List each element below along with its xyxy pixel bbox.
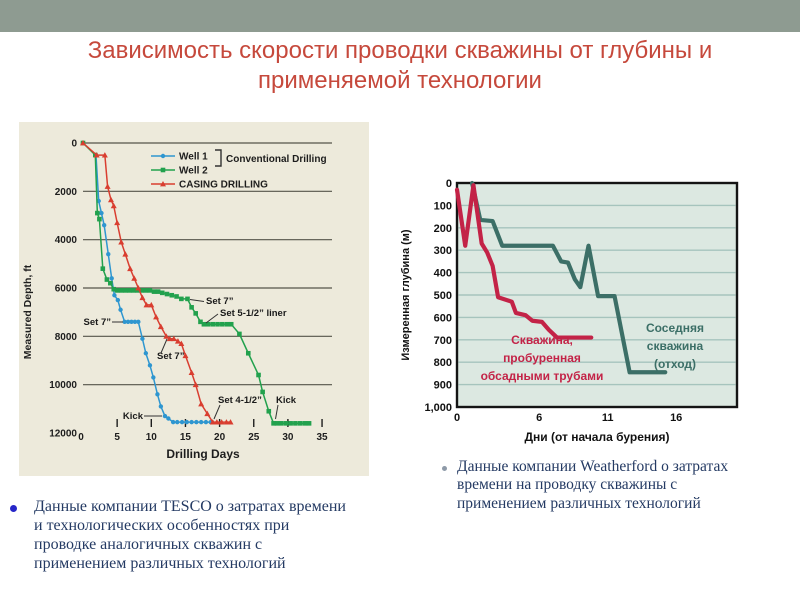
svg-text:Set 7”: Set 7” <box>206 296 234 307</box>
svg-text:0: 0 <box>454 412 460 424</box>
svg-text:Well 1: Well 1 <box>179 152 208 163</box>
svg-text:30: 30 <box>282 432 294 443</box>
svg-text:10: 10 <box>146 432 158 443</box>
svg-text:Measured Depth, ft: Measured Depth, ft <box>22 264 34 359</box>
svg-text:Kick: Kick <box>276 395 297 406</box>
svg-text:Измеренная глубина (м): Измеренная глубина (м) <box>400 229 412 361</box>
weatherford-chart-svg: 0 100 200 300 400 500 600 700 800 900 1,000 Измерен… <box>400 178 739 444</box>
svg-text:16: 16 <box>670 412 682 424</box>
svg-text:25: 25 <box>248 432 260 443</box>
svg-text:300: 300 <box>434 245 452 257</box>
svg-text:Conventional Drilling: Conventional Drilling <box>226 154 327 165</box>
svg-text:Set 5-1/2” liner: Set 5-1/2” liner <box>220 308 287 319</box>
bullet-weatherford: Данные компании Weatherford о затратах в… <box>457 458 729 512</box>
svg-text:8000: 8000 <box>55 332 78 343</box>
svg-text:Kick: Kick <box>123 411 144 422</box>
svg-text:Drilling Days: Drilling Days <box>166 447 240 461</box>
svg-text:11: 11 <box>602 412 614 424</box>
svg-text:100: 100 <box>434 200 452 212</box>
svg-text:12000: 12000 <box>49 429 77 440</box>
weatherford-chart-figure: 0 100 200 300 400 500 600 700 800 900 1,000 Измерен… <box>390 140 800 452</box>
svg-text:Дни (от начала бурения): Дни (от начала бурения) <box>524 430 669 444</box>
svg-text:400: 400 <box>434 268 452 280</box>
svg-text:Set 7”: Set 7” <box>84 317 112 328</box>
svg-text:15: 15 <box>180 432 192 443</box>
svg-text:0: 0 <box>78 432 84 443</box>
svg-text:2000: 2000 <box>55 187 78 198</box>
svg-text:10000: 10000 <box>49 380 77 391</box>
svg-text:Well 2: Well 2 <box>179 166 208 177</box>
svg-text:0: 0 <box>446 178 452 190</box>
svg-text:500: 500 <box>434 290 452 302</box>
bullet-icon <box>10 505 17 512</box>
svg-text:Set 4-1/2”: Set 4-1/2” <box>218 395 262 406</box>
slide-title: Зависимость скорости проводки скважины о… <box>87 37 713 94</box>
bullet-icon <box>442 466 447 471</box>
tesco-chart-figure: 0 2000 4000 6000 8000 10000 12000 0 5 10 15 20 25 30 3… <box>19 122 369 476</box>
header-band <box>0 0 800 32</box>
svg-text:900: 900 <box>434 380 452 392</box>
svg-text:6: 6 <box>536 412 542 424</box>
svg-text:600: 600 <box>434 312 452 324</box>
svg-text:CASING DRILLING: CASING DRILLING <box>179 180 268 191</box>
svg-text:1,000: 1,000 <box>424 402 452 414</box>
svg-text:0: 0 <box>71 139 77 150</box>
bullet-tesco: Данные компании TESCO о затратах времени… <box>34 498 346 572</box>
svg-text:6000: 6000 <box>55 284 78 295</box>
svg-text:Set 7”: Set 7” <box>157 351 185 362</box>
svg-text:800: 800 <box>434 357 452 369</box>
svg-text:4000: 4000 <box>55 235 78 246</box>
svg-text:200: 200 <box>434 223 452 235</box>
svg-text:5: 5 <box>114 432 120 443</box>
svg-text:700: 700 <box>434 335 452 347</box>
svg-text:35: 35 <box>316 432 328 443</box>
svg-text:20: 20 <box>214 432 226 443</box>
